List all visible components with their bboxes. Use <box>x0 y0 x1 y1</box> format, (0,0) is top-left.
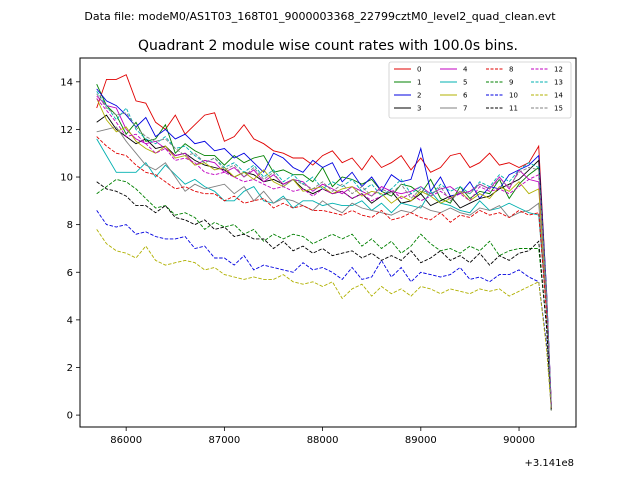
x-tick-label: 88000 <box>307 435 339 446</box>
legend-label-5: 5 <box>463 79 467 87</box>
y-tick-label: 4 <box>67 315 73 326</box>
legend-label-15: 15 <box>554 105 563 113</box>
series-line-0 <box>96 74 552 409</box>
y-tick-label: 12 <box>60 125 73 136</box>
legend-label-3: 3 <box>417 105 421 113</box>
x-tick-label: 86000 <box>110 435 142 446</box>
legend-label-9: 9 <box>509 79 513 87</box>
series-line-4 <box>96 95 552 409</box>
y-tick-label: 2 <box>67 363 73 374</box>
legend-label-14: 14 <box>554 92 563 100</box>
series-line-15 <box>96 93 552 411</box>
series-line-1 <box>96 84 552 411</box>
series-line-7 <box>96 126 552 411</box>
legend-frame <box>388 61 572 119</box>
legend-label-4: 4 <box>463 66 468 74</box>
y-tick-label: 14 <box>60 77 73 88</box>
legend-label-12: 12 <box>554 66 563 74</box>
figure-suptitle: Data file: modeM0/AS1T03_168T01_90000033… <box>84 10 556 23</box>
series-line-11 <box>96 181 552 411</box>
legend-label-1: 1 <box>417 79 421 87</box>
series-line-14 <box>96 229 552 411</box>
series-line-9 <box>96 178 552 411</box>
legend-label-10: 10 <box>509 92 518 100</box>
y-tick-label: 8 <box>67 220 73 231</box>
chart-title: Quadrant 2 module wise count rates with … <box>138 38 518 54</box>
series-line-8 <box>96 136 552 411</box>
series-line-10 <box>96 210 552 411</box>
y-tick-label: 6 <box>67 268 73 279</box>
legend-label-11: 11 <box>509 105 518 113</box>
legend-label-6: 6 <box>463 92 468 100</box>
y-tick-label: 10 <box>60 173 73 184</box>
series-line-12 <box>96 98 552 409</box>
x-tick-label: 87000 <box>208 435 240 446</box>
series-lines-layer <box>96 74 552 411</box>
legend-label-0: 0 <box>417 66 421 74</box>
legend-label-8: 8 <box>509 66 513 74</box>
legend-label-7: 7 <box>463 105 467 113</box>
legend-label-13: 13 <box>554 79 563 87</box>
series-line-2 <box>96 88 552 409</box>
x-offset-label: +3.141e8 <box>524 458 574 469</box>
x-tick-label: 90000 <box>503 435 535 446</box>
x-tick-label: 89000 <box>405 435 437 446</box>
plot-area-frame <box>79 57 577 428</box>
legend-label-2: 2 <box>417 92 421 100</box>
series-line-6 <box>96 98 552 411</box>
y-tick-label: 0 <box>67 411 73 422</box>
